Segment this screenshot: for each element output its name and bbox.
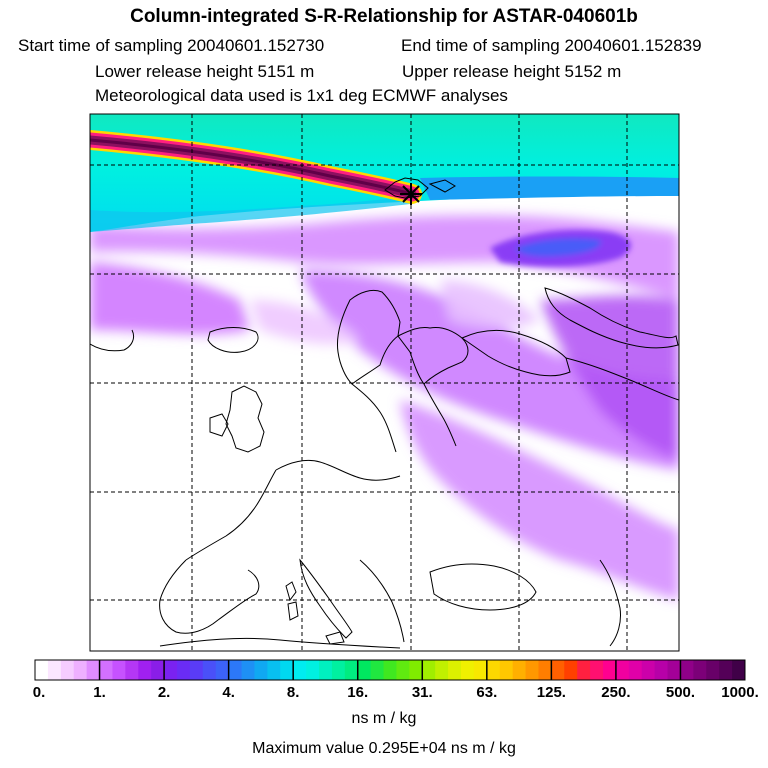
polar-blue-band (420, 176, 679, 200)
colorbar-swatch (189, 660, 204, 680)
colorbar-swatch (461, 660, 475, 680)
colorbar-swatch (293, 660, 307, 680)
max-value-label: Maximum value 0.295E+04 ns m / kg (252, 740, 516, 757)
colorbar-swatch (603, 660, 617, 680)
colorbar-swatch (641, 660, 656, 680)
colorbar-swatch (177, 660, 191, 680)
colorbar-frame (34, 659, 746, 681)
colorbar-swatch (215, 660, 230, 680)
colorbar-swatch (667, 660, 681, 680)
coastlines (90, 177, 679, 649)
colorbar-label: 250. (601, 684, 631, 701)
colorbar (35, 660, 746, 680)
colorbar-swatch (47, 660, 62, 680)
colorbar-swatch (525, 660, 539, 680)
colorbar-label: 2. (157, 684, 171, 701)
colorbar-swatch (73, 660, 88, 680)
colorbar-swatch (396, 660, 410, 680)
colorbar-label: 31. (411, 684, 433, 701)
sensitivity-field (90, 114, 679, 651)
met-data-label: Meteorological data used is 1x1 deg ECMW… (95, 86, 508, 105)
colorbar-swatch (577, 660, 591, 680)
high-sensitivity-patch (490, 229, 631, 267)
trajectory-plume (90, 130, 422, 204)
colorbar-label: 8. (286, 684, 300, 701)
colorbar-swatch (538, 660, 552, 680)
colorbar-swatch (241, 660, 255, 680)
colorbar-swatch (628, 660, 643, 680)
colorbar-swatch (151, 660, 165, 680)
colorbar-swatch (590, 660, 604, 680)
colorbar-swatch (422, 660, 436, 680)
colorbar-swatch (719, 660, 733, 680)
colorbar-label: 4. (222, 684, 235, 701)
colorbar-swatch (486, 660, 501, 680)
lower-height-label: Lower release height 5151 m (95, 62, 315, 81)
colorbar-swatch (680, 660, 694, 680)
map-frame (89, 113, 680, 652)
colorbar-label: 125. (536, 684, 566, 701)
colorbar-swatch (99, 660, 113, 680)
colorbar-swatch (732, 660, 746, 680)
colorbar-swatch (435, 660, 449, 680)
colorbar-swatch (473, 660, 488, 680)
colorbar-swatch (654, 660, 669, 680)
start-time-label: Start time of sampling 20040601.152730 (18, 36, 325, 55)
colorbar-swatch (693, 660, 707, 680)
colorbar-swatch (331, 660, 346, 680)
colorbar-swatch (551, 660, 565, 680)
colorbar-label: 1. (93, 684, 106, 701)
colorbar-swatch (202, 660, 217, 680)
colorbar-swatch (357, 660, 372, 680)
colorbar-swatch (280, 660, 294, 680)
colorbar-swatch (344, 660, 359, 680)
colorbar-swatch (319, 660, 333, 680)
colorbar-swatch (306, 660, 320, 680)
colorbar-ticks (98, 660, 682, 680)
colorbar-swatch (448, 660, 462, 680)
colorbar-swatch (125, 660, 139, 680)
colorbar-swatch (706, 660, 720, 680)
polar-band (90, 114, 679, 232)
colorbar-swatch (564, 660, 578, 680)
colorbar-swatch (60, 660, 75, 680)
colorbar-label: 16. (347, 684, 369, 701)
colorbar-swatch (370, 660, 385, 680)
colorbar-label: 63. (476, 684, 498, 701)
colorbar-swatch (164, 660, 178, 680)
colorbar-swatch (267, 660, 281, 680)
upper-height-label: Upper release height 5152 m (402, 62, 622, 81)
units-label: ns m / kg (351, 710, 417, 727)
colorbar-swatch (254, 660, 268, 680)
colorbar-swatch (138, 660, 152, 680)
colorbar-swatch (383, 660, 397, 680)
colorbar-swatch (228, 660, 243, 680)
colorbar-swatch (86, 660, 101, 680)
colorbar-label: 1000. (721, 684, 759, 701)
colorbar-swatch (35, 660, 49, 680)
colorbar-label: 0. (32, 684, 46, 701)
colorbar-swatch (499, 660, 514, 680)
colorbar-swatch (112, 660, 126, 680)
colorbar-label: 500. (665, 684, 696, 701)
lat-lon-grid (90, 114, 679, 651)
receptor-star-icon (400, 183, 422, 205)
colorbar-swatch (409, 660, 423, 680)
plot-title: Column-integrated S-R-Relationship for A… (130, 6, 638, 27)
colorbar-swatch (512, 660, 527, 680)
end-time-label: End time of sampling 20040601.152839 (401, 36, 702, 55)
colorbar-swatch (615, 660, 630, 680)
